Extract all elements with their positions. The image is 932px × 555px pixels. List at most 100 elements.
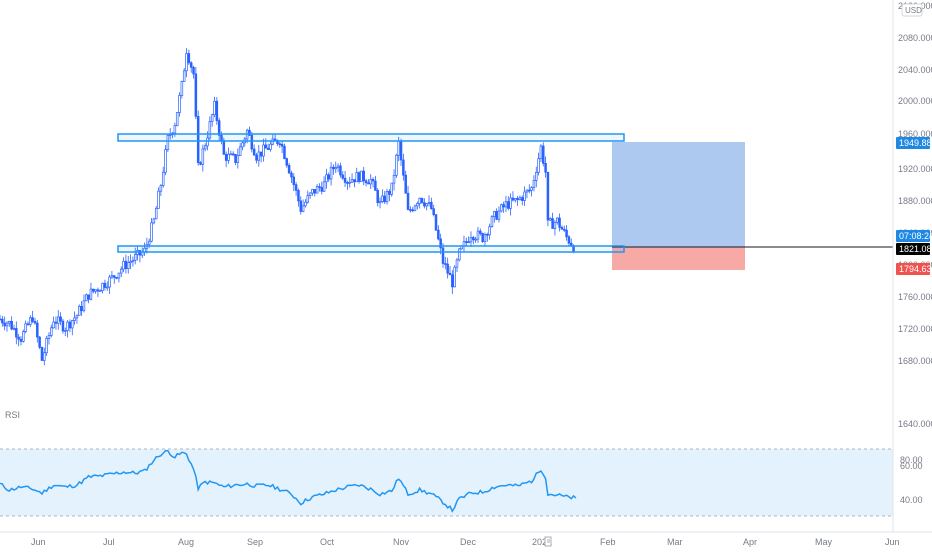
- candle-body: [383, 195, 386, 203]
- countdown-tag: 07:08:24: [899, 231, 932, 241]
- candle: [54, 316, 58, 330]
- candle: [80, 301, 83, 316]
- candle: [15, 321, 18, 345]
- currency-unit-box[interactable]: [901, 3, 923, 17]
- candle-body: [423, 202, 426, 207]
- candle: [24, 320, 27, 334]
- candle-body: [399, 140, 403, 161]
- candle: [61, 318, 65, 334]
- long-position-tool[interactable]: [612, 142, 893, 270]
- candle-body: [346, 182, 349, 184]
- candle-body: [285, 158, 289, 166]
- candle-body: [553, 221, 557, 229]
- candle: [299, 196, 303, 215]
- candle: [493, 210, 496, 223]
- candle: [425, 203, 428, 211]
- candle-body: [94, 289, 97, 292]
- candle-body: [101, 282, 104, 291]
- candle-body: [474, 238, 477, 241]
- candle-body: [374, 180, 377, 191]
- candle: [238, 142, 242, 157]
- candle: [31, 310, 34, 324]
- candle: [521, 195, 524, 206]
- support-zone[interactable]: [117, 245, 625, 253]
- candle-body: [336, 165, 340, 168]
- candle: [152, 217, 156, 225]
- candle-body: [187, 53, 191, 64]
- candle: [535, 166, 538, 188]
- candle: [416, 201, 419, 210]
- price-axis[interactable]: 2120.000 2080.000 2040.000 2000.000 1960…: [892, 0, 932, 532]
- candle-body: [430, 201, 433, 210]
- candle-body: [196, 116, 200, 164]
- time-axis[interactable]: Jun Jul Aug Sep Oct Nov Dec 2021 Feb Mar…: [0, 531, 932, 547]
- candle: [556, 217, 559, 225]
- candle-body: [47, 335, 51, 339]
- candle: [455, 257, 459, 273]
- candle: [350, 173, 354, 183]
- candle: [203, 143, 207, 152]
- candle: [217, 117, 221, 142]
- time-label-5: Nov: [393, 537, 410, 547]
- price-tick-5: 1920.000: [898, 164, 932, 174]
- price-tick-12: 1640.000: [898, 419, 932, 429]
- candle-body: [514, 198, 517, 201]
- candle-body: [166, 135, 170, 150]
- candle-body: [173, 125, 177, 134]
- candle: [355, 167, 358, 183]
- candle-body: [378, 201, 382, 204]
- candle: [73, 311, 76, 325]
- candle: [404, 170, 407, 194]
- candle: [420, 197, 424, 204]
- candle: [43, 347, 46, 366]
- target-price-tag-bg: [896, 137, 930, 149]
- candle: [57, 310, 60, 330]
- candle-body: [339, 165, 342, 176]
- candle: [371, 177, 375, 188]
- candle: [250, 131, 254, 153]
- candle: [495, 208, 498, 221]
- candle-body: [210, 114, 214, 122]
- candle-body: [110, 275, 114, 278]
- candle-body: [362, 170, 365, 182]
- candle: [439, 233, 442, 255]
- candle-body: [131, 259, 135, 262]
- candle: [311, 188, 314, 196]
- event-marker-icon[interactable]: [544, 536, 552, 547]
- candle-body: [549, 218, 552, 221]
- candle: [458, 248, 461, 262]
- candle: [208, 116, 212, 141]
- candle-body: [96, 289, 100, 292]
- candle: [85, 293, 88, 302]
- candle-body: [360, 170, 363, 182]
- candle-body: [404, 174, 407, 194]
- candle-body: [15, 327, 18, 338]
- candle: [52, 316, 55, 329]
- candle-body: [36, 322, 39, 338]
- drawings[interactable]: [117, 133, 625, 253]
- candle-body: [241, 142, 244, 148]
- candle: [437, 225, 440, 241]
- rsi-label: RSI: [5, 410, 20, 420]
- candle-body: [206, 137, 209, 147]
- candle: [567, 234, 571, 246]
- candle: [565, 225, 568, 241]
- resistance-zone[interactable]: [117, 133, 625, 142]
- candle: [542, 142, 545, 167]
- candle-body: [208, 121, 212, 139]
- candle: [434, 214, 438, 232]
- candle: [549, 217, 552, 221]
- candle: [231, 151, 235, 157]
- profit-zone[interactable]: [612, 142, 745, 247]
- candle-body: [292, 176, 296, 185]
- candle: [103, 279, 107, 291]
- loss-zone[interactable]: [612, 247, 745, 270]
- candle: [10, 316, 13, 331]
- candle-body: [465, 241, 468, 243]
- candle: [71, 319, 74, 336]
- candle: [325, 168, 328, 189]
- candle-body: [567, 236, 571, 244]
- candle: [357, 171, 361, 184]
